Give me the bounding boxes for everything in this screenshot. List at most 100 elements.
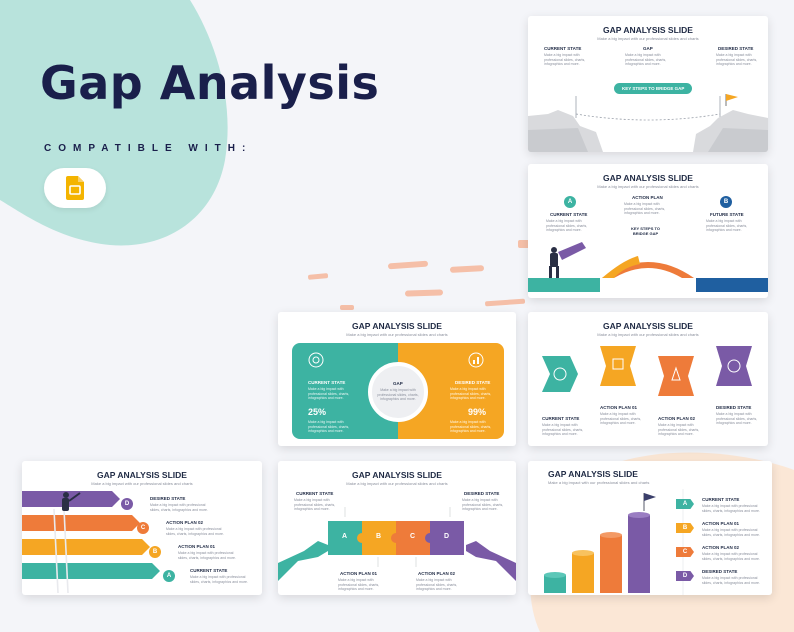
- action-plan-01-text: Make a big impact with professional slid…: [178, 551, 236, 560]
- slide-subtitle: Make a big impact with our professional …: [597, 332, 699, 337]
- flag-desired-state: [716, 346, 752, 386]
- action-plan-02-label: ACTION PLAN 02: [658, 416, 696, 421]
- slide-action-plan-flags: GAP ANALYSIS SLIDE Make a big impact wit…: [528, 312, 768, 446]
- gap-text: Make a big impact with professional slid…: [625, 53, 667, 67]
- slide-growth-bars: GAP ANALYSIS SLIDE Make a big impact wit…: [528, 461, 772, 595]
- target-icon: [308, 352, 324, 368]
- current-state-text: Make a big impact with professional slid…: [294, 498, 336, 512]
- desired-state-label: DESIRED STATE: [150, 496, 186, 501]
- state-b-badge: B: [720, 196, 732, 208]
- slide-action-plan-bridge: GAP ANALYSIS SLIDE Make a big impact wit…: [528, 164, 768, 298]
- current-state-label: CURRENT STATE: [550, 212, 588, 217]
- google-slides-badge: [44, 168, 106, 208]
- current-state-label: CURRENT STATE: [190, 568, 228, 573]
- google-slides-icon: [66, 176, 84, 200]
- slide-subtitle: Make a big impact with our professional …: [597, 184, 699, 189]
- action-plan-01-text: Make a big impact with professional slid…: [600, 412, 642, 426]
- state-a-badge: A: [564, 196, 576, 208]
- action-plan-02-text: Make a big impact with professional slid…: [166, 527, 224, 536]
- slide-title: GAP ANALYSIS SLIDE: [97, 470, 187, 480]
- current-percent-text: Make a big impact with professional slid…: [308, 420, 350, 434]
- slide-subtitle: Make a big impact with our professional …: [346, 481, 448, 486]
- slide-subtitle: Make a big impact with our professional …: [548, 480, 650, 485]
- gap-label: GAP: [393, 381, 403, 386]
- flag-action-plan-01: [600, 346, 636, 386]
- step-a-badge: A: [163, 570, 175, 582]
- slide-title: GAP ANALYSIS SLIDE: [548, 469, 638, 479]
- slide-subtitle: Make a big impact with our professional …: [91, 481, 193, 486]
- current-state-text: Make a big impact with professional slid…: [308, 387, 350, 401]
- puzzle-illustration: [278, 507, 516, 581]
- flag-current-state: [542, 356, 578, 392]
- desired-state-label: DESIRED STATE: [464, 491, 500, 496]
- action-plan-02-label: ACTION PLAN 02: [702, 545, 740, 550]
- growth-bars-illustration: [544, 489, 684, 595]
- action-plan-label: ACTION PLAN: [632, 195, 663, 200]
- step-b-badge: B: [149, 546, 161, 558]
- current-state-text: Make a big impact with professional slid…: [702, 504, 760, 513]
- desired-state-text: Make a big impact with professional slid…: [150, 503, 208, 512]
- gap-label: GAP: [643, 46, 653, 51]
- action-plan-text: Make a big impact with professional slid…: [624, 202, 666, 216]
- action-plan-01-label: ACTION PLAN 01: [702, 521, 740, 526]
- badge-c: C: [676, 547, 694, 557]
- current-state-text: Make a big impact with professional slid…: [544, 53, 586, 67]
- key-steps-label: KEY STEPS TO BRIDGE GAP: [631, 226, 660, 236]
- current-state-label: CURRENT STATE: [702, 497, 740, 502]
- gap-text: Make a big impact with professional slid…: [377, 388, 419, 402]
- action-plan-02-text: Make a big impact with professional slid…: [658, 423, 700, 437]
- current-state-label: CURRENT STATE: [308, 380, 346, 385]
- current-state-label: CURRENT STATE: [544, 46, 582, 51]
- future-state-text: Make a big impact with professional slid…: [706, 219, 748, 233]
- action-plan-01-label: ACTION PLAN 01: [600, 405, 638, 410]
- desired-state-label: DESIRED STATE: [455, 380, 491, 385]
- slide-title: GAP ANALYSIS SLIDE: [603, 321, 693, 331]
- action-plan-01-text: Make a big impact with professional slid…: [338, 578, 380, 592]
- future-state-label: FUTURE STATE: [710, 212, 744, 217]
- current-state-label: CURRENT STATE: [542, 416, 580, 421]
- piece-b-letter: B: [376, 533, 382, 540]
- action-plan-02-text: Make a big impact with professional slid…: [702, 552, 760, 561]
- desired-state-text: Make a big impact with professional slid…: [462, 498, 504, 512]
- desired-state-label: DESIRED STATE: [718, 46, 754, 51]
- desired-state-percent: 99%: [468, 407, 487, 417]
- action-plan-02-label: ACTION PLAN 02: [166, 520, 204, 525]
- desired-state-text: Make a big impact with professional slid…: [716, 412, 758, 426]
- action-plan-01-label: ACTION PLAN 01: [178, 544, 216, 549]
- current-state-label: CURRENT STATE: [296, 491, 334, 496]
- current-state-percent: 25%: [308, 407, 327, 417]
- page-title: Gap Analysis: [40, 56, 380, 110]
- action-plan-01-label: ACTION PLAN 01: [340, 571, 378, 576]
- slide-puzzle-pieces: GAP ANALYSIS SLIDE Make a big impact wit…: [278, 461, 516, 595]
- badge-b: B: [676, 523, 694, 533]
- cliffs-illustration: [528, 94, 768, 152]
- step-c-badge: C: [137, 522, 149, 534]
- brush-strokes-decoration: [308, 240, 530, 310]
- piece-a-letter: A: [342, 533, 348, 540]
- slide-title: GAP ANALYSIS SLIDE: [603, 173, 693, 183]
- current-state-text: Make a big impact with professional slid…: [546, 219, 588, 233]
- slide-title: GAP ANALYSIS SLIDE: [352, 321, 442, 331]
- slide-gap-bridge: GAP ANALYSIS SLIDE Make a big impact wit…: [528, 16, 768, 152]
- current-state-text: Make a big impact with professional slid…: [542, 423, 584, 437]
- step-d-badge: D: [121, 498, 133, 510]
- slide-subtitle: Make a big impact with our professional …: [346, 332, 448, 337]
- desired-state-text: Make a big impact with professional slid…: [716, 53, 758, 67]
- desired-state-text: Make a big impact with professional slid…: [702, 576, 760, 585]
- key-steps-button: KEY STEPS TO BRIDGE GAP: [614, 83, 693, 94]
- gap-circle: [368, 362, 428, 422]
- desired-state-label: DESIRED STATE: [702, 569, 738, 574]
- action-plan-02-label: ACTION PLAN 02: [418, 571, 456, 576]
- bridge-illustration: [528, 242, 768, 292]
- piece-d-letter: D: [444, 533, 450, 540]
- action-plan-02-text: Make a big impact with professional slid…: [416, 578, 458, 592]
- action-plan-01-text: Make a big impact with professional slid…: [702, 528, 760, 537]
- piece-c-letter: C: [410, 533, 416, 540]
- badge-d: D: [676, 571, 694, 581]
- slide-gap-split: GAP ANALYSIS SLIDE Make a big impact wit…: [278, 312, 516, 446]
- stacked-steps-illustration: [22, 491, 160, 594]
- slide-steps-ladder: GAP ANALYSIS SLIDE Make a big impact wit…: [22, 461, 262, 595]
- desired-percent-text: Make a big impact with professional slid…: [450, 420, 492, 434]
- slide-title: GAP ANALYSIS SLIDE: [352, 470, 442, 480]
- chart-icon: [468, 352, 484, 368]
